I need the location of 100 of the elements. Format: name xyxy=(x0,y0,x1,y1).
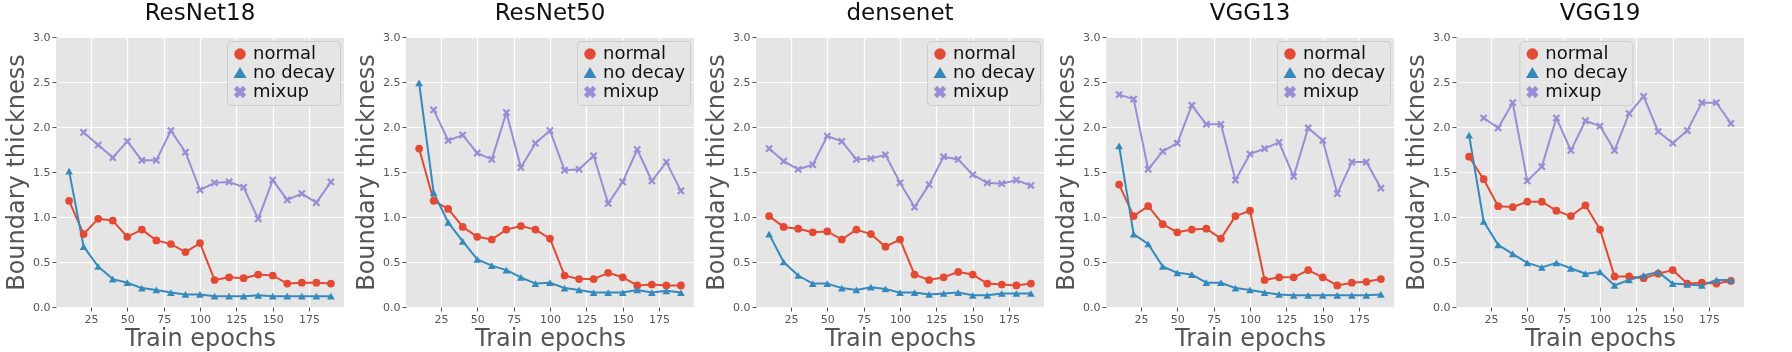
y-tick-label: 1.0 xyxy=(733,210,751,224)
legend-label: mixup xyxy=(603,80,660,101)
x-tick-label: 150 xyxy=(962,312,984,326)
legend-label: normal xyxy=(953,42,1017,63)
y-tick-label: 3.0 xyxy=(733,30,751,44)
x-tick-label: 175 xyxy=(649,312,671,326)
x-tick-label: 50 xyxy=(820,312,835,326)
x-tick-label: 75 xyxy=(1557,312,1572,326)
y-axis-title: Boundary thickness xyxy=(1052,54,1081,291)
y-tick-label: 2.5 xyxy=(1433,75,1451,89)
chart-title: VGG13 xyxy=(1209,0,1291,25)
y-axis-title: Boundary thickness xyxy=(702,54,731,291)
y-tick-label: 0.0 xyxy=(1433,300,1451,314)
x-tick-label: 75 xyxy=(1207,312,1222,326)
y-tick-label: 2.5 xyxy=(383,75,401,89)
x-axis-title: Train epochs xyxy=(1524,323,1676,352)
x-tick-label: 175 xyxy=(1699,312,1721,326)
y-tick-label: 1.5 xyxy=(733,165,751,179)
x-tick-label: 50 xyxy=(1520,312,1535,326)
y-tick-label: 2.0 xyxy=(383,120,401,134)
y-axis-title: Boundary thickness xyxy=(2,54,31,291)
x-tick-label: 100 xyxy=(1590,312,1611,326)
x-tick-label: 150 xyxy=(262,312,284,326)
y-tick-label: 3.0 xyxy=(383,30,401,44)
chart-title: ResNet18 xyxy=(144,0,256,25)
x-tick-label: 125 xyxy=(226,312,248,326)
legend-label: mixup xyxy=(1545,80,1602,101)
x-tick-label: 125 xyxy=(1626,312,1648,326)
legend-label: no decay xyxy=(1303,61,1386,82)
legend-label: normal xyxy=(1545,42,1609,63)
y-tick-label: 2.5 xyxy=(33,75,51,89)
y-axis-title: Boundary thickness xyxy=(352,54,381,291)
legend-label: normal xyxy=(253,42,317,63)
x-tick-label: 75 xyxy=(157,312,172,326)
legend-label: no decay xyxy=(953,61,1036,82)
x-tick-label: 150 xyxy=(1312,312,1334,326)
x-tick-label: 50 xyxy=(470,312,485,326)
x-tick-label: 175 xyxy=(1349,312,1371,326)
x-tick-label: 125 xyxy=(926,312,948,326)
y-tick-label: 0.5 xyxy=(733,255,751,269)
y-tick-label: 3.0 xyxy=(1083,30,1101,44)
y-axis-title: Boundary thickness xyxy=(1402,54,1431,291)
x-tick-label: 175 xyxy=(999,312,1021,326)
x-tick-label: 100 xyxy=(1240,312,1261,326)
y-tick-label: 0.0 xyxy=(733,300,751,314)
legend-label: mixup xyxy=(253,80,310,101)
y-tick-label: 1.0 xyxy=(33,210,51,224)
x-tick-label: 25 xyxy=(1484,312,1499,326)
y-tick-label: 3.0 xyxy=(33,30,51,44)
y-tick-label: 0.5 xyxy=(33,255,51,269)
x-tick-label: 25 xyxy=(1134,312,1149,326)
x-tick-label: 75 xyxy=(507,312,522,326)
legend-label: mixup xyxy=(1303,80,1360,101)
x-axis-title: Train epochs xyxy=(1174,323,1326,352)
y-tick-label: 0.5 xyxy=(1433,255,1451,269)
y-tick-label: 2.0 xyxy=(1083,120,1101,134)
chart-title: ResNet50 xyxy=(494,0,606,25)
x-tick-label: 25 xyxy=(434,312,449,326)
y-tick-label: 0.0 xyxy=(1083,300,1101,314)
y-tick-label: 1.5 xyxy=(383,165,401,179)
x-tick-label: 125 xyxy=(576,312,598,326)
legend-label: no decay xyxy=(1545,61,1628,82)
y-tick-label: 0.5 xyxy=(383,255,401,269)
y-tick-label: 1.0 xyxy=(1433,210,1451,224)
y-tick-label: 0.5 xyxy=(1083,255,1101,269)
legend-label: no decay xyxy=(253,61,336,82)
legend-label: normal xyxy=(1303,42,1367,63)
x-tick-label: 25 xyxy=(784,312,799,326)
y-tick-label: 2.0 xyxy=(1433,120,1451,134)
y-tick-label: 1.5 xyxy=(1083,165,1101,179)
x-tick-label: 50 xyxy=(120,312,135,326)
x-tick-label: 100 xyxy=(890,312,911,326)
x-axis-title: Train epochs xyxy=(474,323,626,352)
legend-label: mixup xyxy=(953,80,1010,101)
y-tick-label: 3.0 xyxy=(1433,30,1451,44)
y-tick-label: 1.5 xyxy=(33,165,51,179)
x-tick-label: 125 xyxy=(1276,312,1298,326)
y-tick-label: 1.5 xyxy=(1433,165,1451,179)
x-axis-title: Train epochs xyxy=(824,323,976,352)
x-tick-label: 100 xyxy=(540,312,561,326)
y-tick-label: 2.0 xyxy=(33,120,51,134)
x-tick-label: 25 xyxy=(84,312,99,326)
chart-title: VGG19 xyxy=(1559,0,1641,25)
x-tick-label: 175 xyxy=(299,312,321,326)
y-tick-label: 1.0 xyxy=(1083,210,1101,224)
x-tick-label: 50 xyxy=(1170,312,1185,326)
y-tick-label: 1.0 xyxy=(383,210,401,224)
legend-label: no decay xyxy=(603,61,686,82)
x-tick-label: 75 xyxy=(857,312,872,326)
y-tick-label: 2.5 xyxy=(1083,75,1101,89)
x-tick-label: 150 xyxy=(612,312,634,326)
y-tick-label: 2.0 xyxy=(733,120,751,134)
chart-title: densenet xyxy=(846,0,954,25)
x-tick-label: 100 xyxy=(190,312,211,326)
y-tick-label: 0.0 xyxy=(33,300,51,314)
x-axis-title: Train epochs xyxy=(124,323,276,352)
legend-label: normal xyxy=(603,42,667,63)
y-tick-label: 0.0 xyxy=(383,300,401,314)
y-tick-label: 2.5 xyxy=(733,75,751,89)
x-tick-label: 150 xyxy=(1662,312,1684,326)
